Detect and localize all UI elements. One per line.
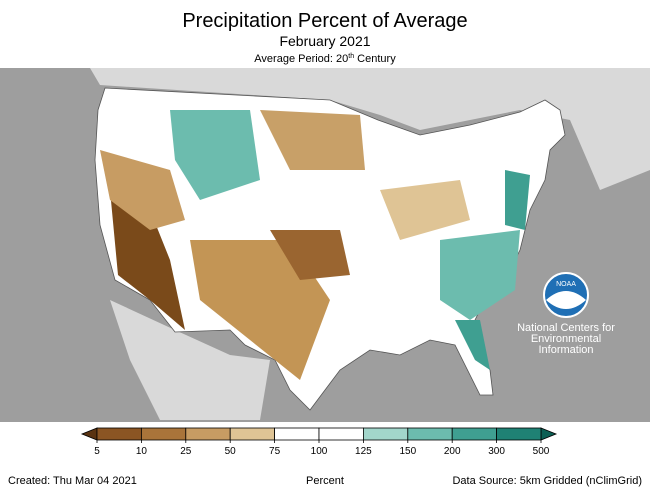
wet-northern-rockies — [170, 110, 260, 200]
legend-tick-label: 500 — [533, 446, 550, 457]
legend-swatch — [185, 427, 231, 441]
period-sup: th — [348, 53, 354, 60]
legend-swatch — [362, 427, 409, 441]
legend-tick-label: 50 — [225, 446, 237, 457]
legend-label: Percent — [306, 475, 344, 487]
canada — [0, 68, 650, 190]
map — [0, 68, 650, 422]
wet-florida — [455, 320, 490, 370]
legend: 5 10 25 50 75 100 125 150 200 300 500 — [80, 427, 558, 457]
legend-tick-label: 100 — [311, 446, 328, 457]
legend-tick-label: 200 — [444, 446, 461, 457]
source: Data Source: 5km Gridded (nClimGrid) — [452, 475, 642, 487]
subtitle: February 2021 — [279, 33, 370, 49]
logo-bird — [546, 291, 586, 309]
caption-line: Information — [538, 344, 593, 356]
dry-great-basin — [100, 150, 185, 230]
period-prefix: Average Period: 20 — [254, 53, 348, 65]
legend-swatch — [496, 427, 542, 441]
legend-swatch — [96, 427, 142, 441]
legend-end-low — [80, 427, 98, 441]
legend-swatch — [274, 427, 320, 441]
legend-tick-label: 300 — [488, 446, 505, 457]
legend-swatch — [318, 427, 364, 441]
legend-tick-label: 25 — [180, 446, 192, 457]
legend-swatch — [140, 427, 187, 441]
dry-southern-plains — [190, 240, 330, 380]
legend-tick-label: 75 — [269, 446, 281, 457]
caption-line: Environmental — [531, 333, 601, 345]
mexico — [110, 300, 270, 420]
legend-tick-label: 125 — [355, 446, 372, 457]
legend-tick-label: 5 — [94, 446, 100, 457]
wet-southeast — [440, 230, 520, 320]
caption-line: National Centers for — [517, 322, 615, 334]
legend-swatch — [451, 427, 498, 441]
dry-ohio — [380, 180, 470, 240]
legend-swatch — [407, 427, 453, 441]
wet-midatlantic — [505, 170, 530, 230]
legend-tick-label: 150 — [399, 446, 416, 457]
dry-dakotas — [260, 110, 365, 170]
title: Precipitation Percent of Average — [182, 10, 467, 32]
period-suffix: Century — [354, 53, 396, 65]
dry-kansas — [270, 230, 350, 280]
created: Created: Thu Mar 04 2021 — [8, 475, 137, 487]
dry-southwest — [110, 190, 185, 330]
logo-caption: National Centers for Environmental Informa… — [517, 322, 615, 356]
legend-end-high — [540, 427, 558, 441]
logo-name: NOAA — [556, 281, 576, 288]
legend-swatch — [229, 427, 275, 441]
legend-tick-label: 10 — [136, 446, 148, 457]
period: Average Period: 20th Century — [254, 53, 396, 65]
noaa-logo: NOAA National Centers for Environmental In… — [517, 272, 615, 356]
